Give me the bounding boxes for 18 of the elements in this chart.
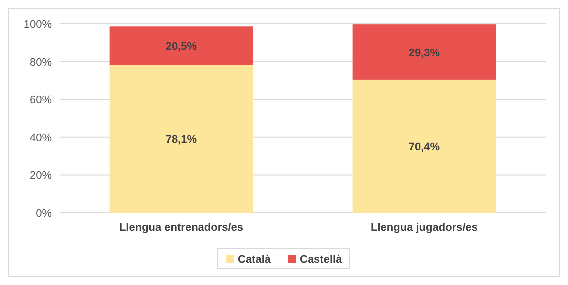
data-label: 20,5% xyxy=(166,41,198,54)
data-label: 29,3% xyxy=(408,47,440,60)
x-tick-label: Llengua entrenadors/es xyxy=(119,222,244,234)
y-tick-label: 100% xyxy=(24,19,52,31)
legend-label: Castellà xyxy=(300,254,344,266)
bar xyxy=(110,65,254,213)
y-tick-label: 40% xyxy=(30,132,52,144)
data-label: 78,1% xyxy=(166,134,198,146)
y-tick-label: 80% xyxy=(30,56,52,69)
legend-label: Català xyxy=(238,254,272,266)
bar xyxy=(352,80,496,213)
data-label: 70,4% xyxy=(408,141,440,154)
bar xyxy=(110,26,254,66)
y-tick-label: 0% xyxy=(36,208,52,220)
bar xyxy=(352,24,496,80)
y-tick-label: 60% xyxy=(30,94,52,107)
x-tick-label: Llengua jugadors/es xyxy=(371,222,478,234)
y-tick-label: 20% xyxy=(30,170,52,182)
